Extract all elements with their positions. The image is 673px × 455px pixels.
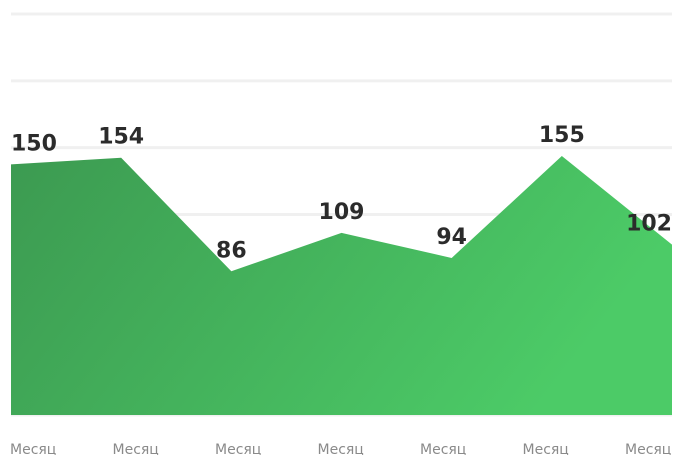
value-label: 102 [626,212,672,237]
x-tick-label: Месяц [625,442,671,455]
value-label: 86 [216,238,247,263]
value-label: 150 [11,131,57,156]
x-tick-label: Месяц [215,442,261,455]
x-tick-label: Месяц [523,442,569,455]
value-label: 154 [98,125,144,150]
x-tick-label: Месяц [318,442,364,455]
value-label: 155 [539,123,585,148]
value-label: 94 [436,225,467,250]
x-tick-label: Месяц [10,442,56,455]
x-tick-label: Месяц [420,442,466,455]
value-label: 109 [319,200,365,225]
x-tick-label: Месяц [113,442,159,455]
area [11,156,672,416]
